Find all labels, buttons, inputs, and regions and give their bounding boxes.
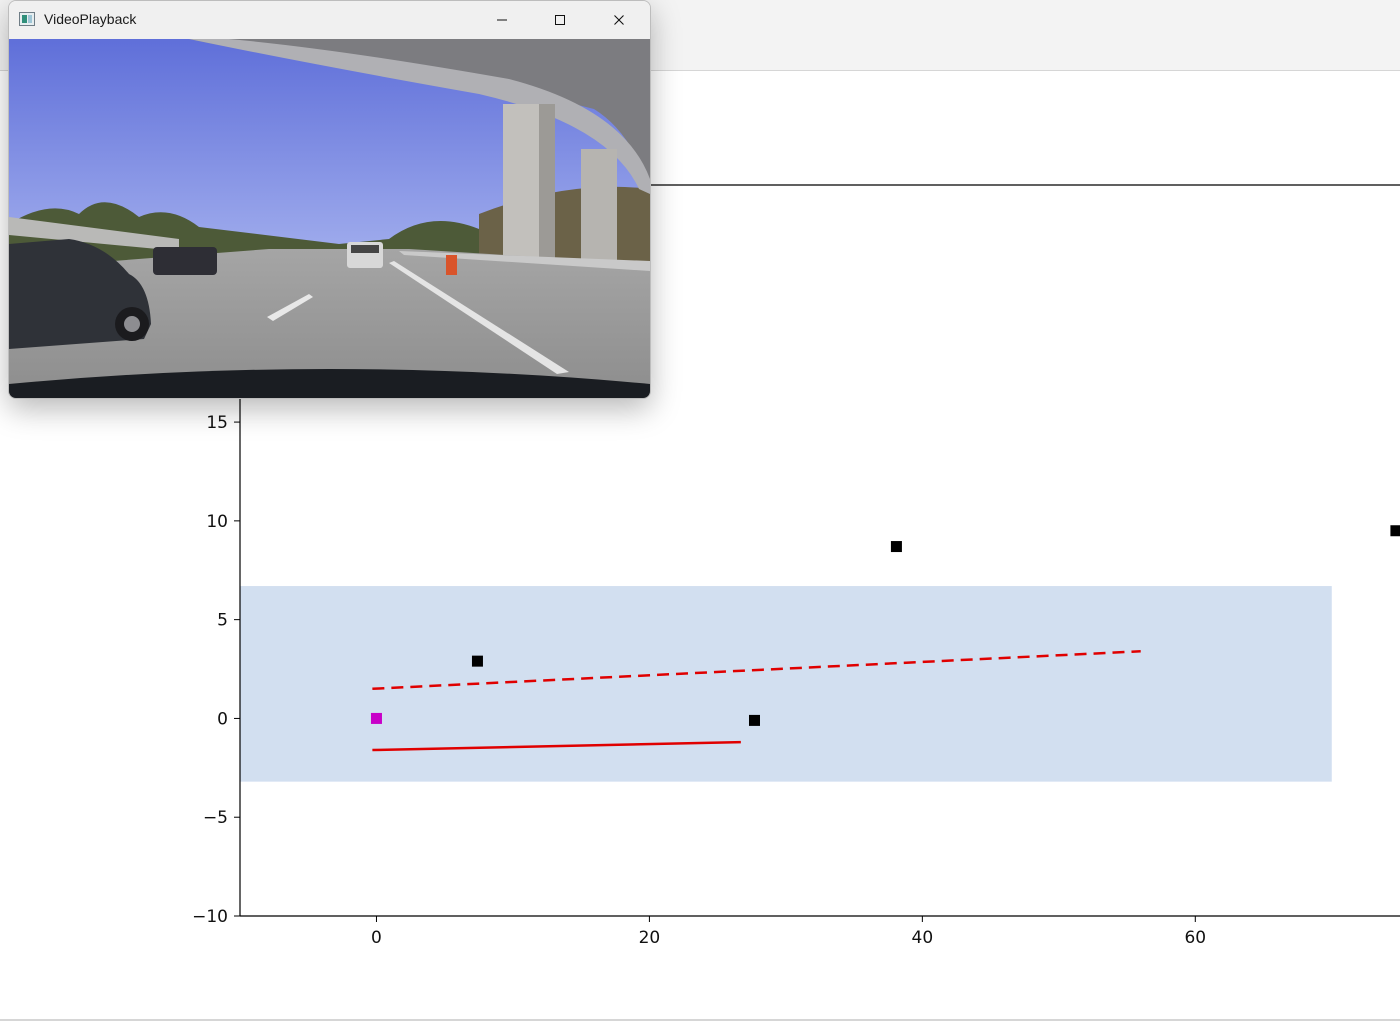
y-tick-label: 5 xyxy=(217,611,228,631)
drivable-region xyxy=(240,586,1332,782)
detected-objects xyxy=(471,525,1400,726)
lane-line-right-solid xyxy=(372,740,741,752)
background-window-bottom-border xyxy=(0,1019,1400,1021)
y-axis-ticks: −10 −5 0 5 10 15 xyxy=(192,413,240,927)
object-marker xyxy=(748,714,760,726)
close-icon xyxy=(614,15,624,25)
y-tick-label: 15 xyxy=(206,413,228,433)
left-overpass xyxy=(9,217,179,251)
window-title: VideoPlayback xyxy=(44,11,137,27)
traffic-cone xyxy=(446,255,457,275)
minimize-icon xyxy=(497,19,507,21)
minimize-button[interactable] xyxy=(473,1,531,39)
overpass-deck-edge xyxy=(189,39,650,194)
video-playback-window[interactable]: VideoPlayback xyxy=(8,0,651,399)
lane-marking-right xyxy=(389,261,569,374)
y-tick-label: −10 xyxy=(192,907,228,927)
overpass-pillar-right xyxy=(581,149,617,261)
object-marker xyxy=(890,541,902,553)
x-axis-ticks: 0 20 40 60 xyxy=(371,916,1206,948)
distant-van-window xyxy=(351,245,379,253)
object-marker xyxy=(471,655,483,667)
x-tick-label: 20 xyxy=(639,928,661,948)
overpass-pillar-left-shade xyxy=(539,104,555,261)
close-button[interactable] xyxy=(590,1,648,39)
ego-vehicle-marker xyxy=(370,712,382,724)
y-tick-label: −5 xyxy=(203,808,228,828)
y-tick-label: 0 xyxy=(217,709,228,729)
nearby-car-hub xyxy=(124,316,140,332)
x-tick-label: 60 xyxy=(1184,928,1206,948)
app-icon xyxy=(19,12,35,26)
maximize-icon xyxy=(555,15,565,25)
dark-suv xyxy=(153,247,217,275)
object-marker xyxy=(1390,525,1400,537)
car-hood xyxy=(9,369,650,398)
road-barrier-right xyxy=(399,251,650,271)
video-frame xyxy=(9,39,650,398)
y-tick-label: 10 xyxy=(206,512,228,532)
maximize-button[interactable] xyxy=(531,1,589,39)
video-window-titlebar[interactable]: VideoPlayback xyxy=(9,1,650,39)
x-tick-label: 40 xyxy=(912,928,934,948)
overpass-deck xyxy=(189,39,650,194)
x-tick-label: 0 xyxy=(371,928,382,948)
lane-marking-dashed xyxy=(267,294,313,321)
lane-line-left-dashed xyxy=(372,650,1141,691)
road-surface xyxy=(9,249,650,398)
